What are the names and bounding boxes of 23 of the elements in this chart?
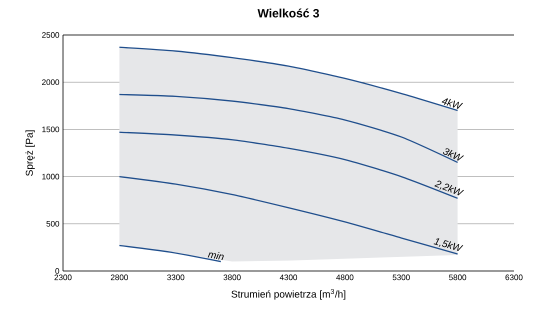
text: 2,2kW xyxy=(434,180,464,196)
x-tick-label: 3800 xyxy=(224,274,241,280)
x-tick-label: 3300 xyxy=(167,274,184,280)
y-tick-label: 0 xyxy=(55,268,60,274)
x-axis-title: Strumień powietrza [m$^{3}$/h] xyxy=(231,289,346,300)
y-tick-label: 2000 xyxy=(42,79,60,86)
x-tick-label: 2800 xyxy=(110,274,128,280)
text: 4kW xyxy=(442,98,464,109)
text: 3kW xyxy=(443,148,464,161)
y-tick-label: 2500 xyxy=(42,32,60,38)
y-tick-label: 1500 xyxy=(42,126,60,132)
x-tick-label: 5300 xyxy=(392,274,410,280)
chart-title: Wielkość 3 xyxy=(258,8,320,18)
x-tick-label: 6300 xyxy=(505,274,523,280)
y-tick-label: 500 xyxy=(46,220,60,227)
x-tick-label: 4300 xyxy=(280,274,298,280)
x-tick-label: 4800 xyxy=(336,274,354,280)
text: min xyxy=(208,252,224,260)
text: 1,5kW xyxy=(434,238,464,252)
y-tick-label: 1000 xyxy=(42,174,60,180)
y-axis-title: Spręż [Pa] xyxy=(25,130,35,176)
x-tick-label: 5800 xyxy=(449,274,466,280)
x-tick-label: 2300 xyxy=(54,274,72,280)
